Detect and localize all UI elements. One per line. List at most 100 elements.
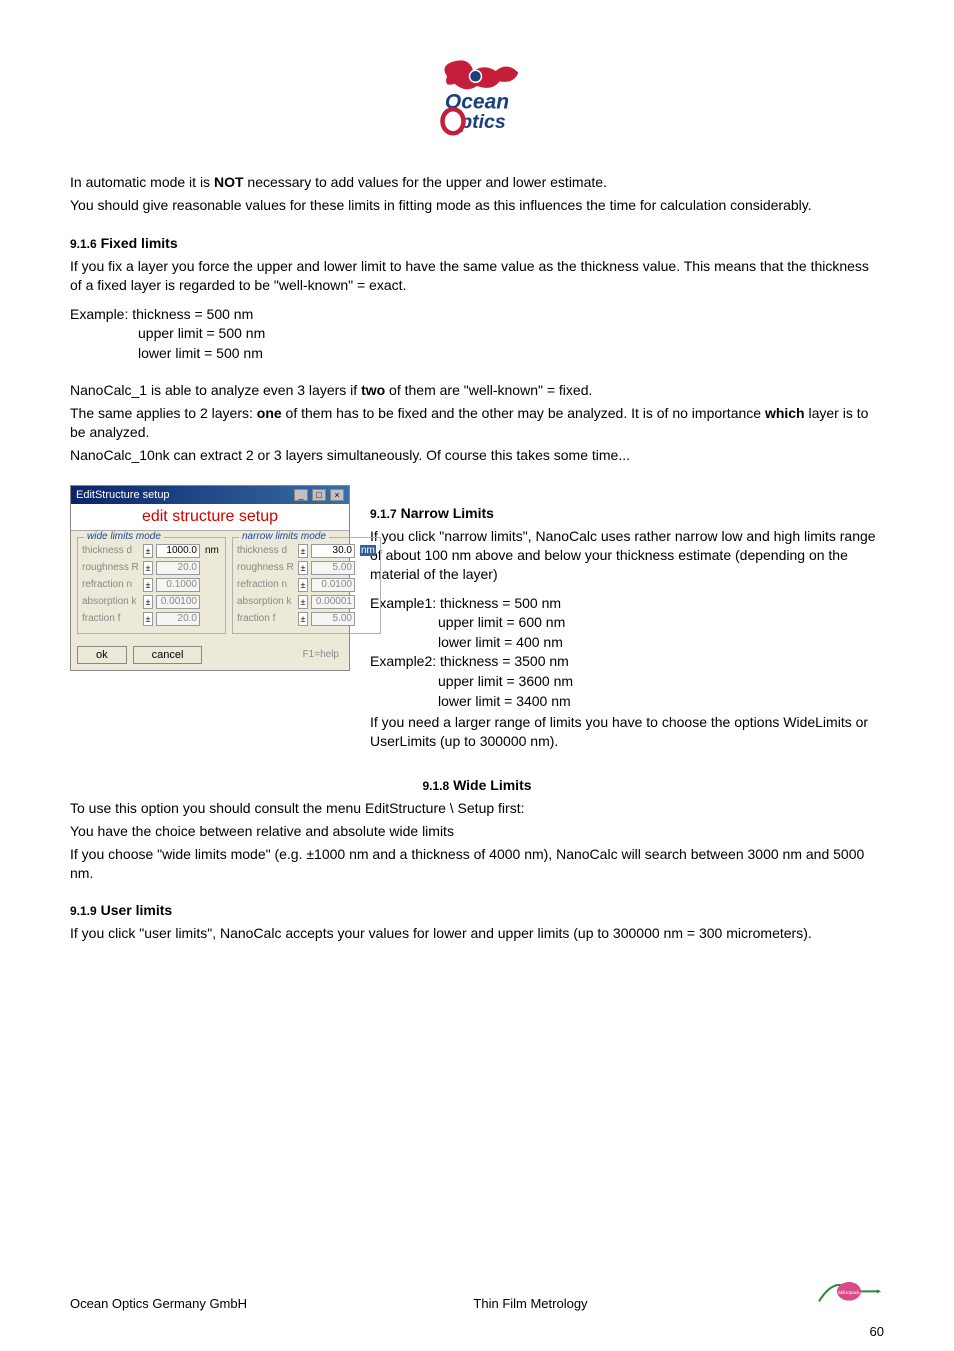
wide-absorption-row: absorption k ± 0.00100: [82, 595, 221, 609]
pm-icon: ±: [298, 612, 308, 626]
section-title: Fixed limits: [97, 235, 178, 251]
text-one: one: [257, 405, 282, 421]
wide-legend: wide limits mode: [84, 531, 164, 542]
refraction-input[interactable]: 0.1000: [156, 578, 200, 592]
ex1-l3: lower limit = 400 nm: [438, 633, 884, 653]
wide-roughness-row: roughness R ± 20.0: [82, 561, 221, 575]
pm-icon: ±: [298, 561, 308, 575]
narrow-examples: Example1: thickness = 500 nm upper limit…: [370, 594, 884, 712]
wide-thickness-row: thickness d ± 1000.0 nm: [82, 544, 221, 558]
dialog-title: EditStructure setup: [76, 489, 170, 501]
mikropack-logo: Mikropack: [814, 1268, 884, 1311]
narrow-limits-column: 9.1.7 Narrow Limits If you click "narrow…: [370, 485, 884, 755]
fixed-p2: NanoCalc_1 is able to analyze even 3 lay…: [70, 381, 884, 400]
footer-left: Ocean Optics Germany GmbH: [70, 1296, 247, 1311]
section-title: Narrow Limits: [397, 505, 494, 521]
narrow-absorption-row: absorption k ± 0.00001: [237, 595, 376, 609]
maximize-icon[interactable]: □: [312, 489, 326, 501]
thickness-input[interactable]: 30.0: [311, 544, 355, 558]
dialog-footer: ok cancel F1=help: [71, 640, 349, 670]
logo-ocean-optics: Ocean ptics: [70, 50, 884, 143]
ex2-l1: Example2: thickness = 3500 nm: [370, 652, 884, 672]
ocean-optics-logo-svg: Ocean ptics: [402, 50, 552, 140]
fixed-p1: If you fix a layer you force the upper a…: [70, 257, 884, 295]
dialog-header: edit structure setup: [71, 504, 349, 531]
section-title: User limits: [97, 902, 172, 918]
intro-line1: In automatic mode it is NOT necessary to…: [70, 173, 884, 192]
fraction-input[interactable]: 5.00: [311, 612, 355, 626]
section-num: 9.1.9: [70, 904, 97, 918]
wide-p1: To use this option you should consult th…: [70, 799, 884, 818]
absorption-input[interactable]: 0.00100: [156, 595, 200, 609]
pm-icon: ±: [143, 544, 153, 558]
text: In automatic mode it is: [70, 174, 214, 190]
label: roughness R: [82, 562, 140, 573]
close-icon[interactable]: ×: [330, 489, 344, 501]
two-column-layout: EditStructure setup _ □ × edit structure…: [70, 485, 884, 755]
dialog-titlebar[interactable]: EditStructure setup _ □ ×: [71, 486, 349, 504]
fixed-p3: The same applies to 2 layers: one of the…: [70, 404, 884, 442]
section-narrow-limits-head: 9.1.7 Narrow Limits: [370, 505, 884, 521]
thickness-input[interactable]: 1000.0: [156, 544, 200, 558]
narrow-thickness-row: thickness d ± 30.0 nm: [237, 544, 376, 558]
section-user-limits-head: 9.1.9 User limits: [70, 902, 884, 918]
intro-line2: You should give reasonable values for th…: [70, 196, 884, 215]
section-num: 9.1.6: [70, 237, 97, 251]
text-not: NOT: [214, 174, 244, 190]
label: thickness d: [237, 545, 295, 556]
fixed-p4: NanoCalc_10nk can extract 2 or 3 layers …: [70, 446, 884, 465]
label: fraction f: [237, 613, 295, 624]
ex1-l1: Example1: thickness = 500 nm: [370, 594, 884, 614]
narrow-refraction-row: refraction n ± 0.0100: [237, 578, 376, 592]
narrow-p1: If you click "narrow limits", NanoCalc u…: [370, 527, 884, 584]
minimize-icon[interactable]: _: [294, 489, 308, 501]
wide-refraction-row: refraction n ± 0.1000: [82, 578, 221, 592]
page-footer: Ocean Optics Germany GmbH Thin Film Metr…: [70, 1268, 884, 1311]
text: NanoCalc_1 is able to analyze even 3 lay…: [70, 382, 361, 398]
section-num: 9.1.8: [422, 779, 449, 793]
cancel-button[interactable]: cancel: [133, 646, 203, 664]
ex2-l3: lower limit = 3400 nm: [438, 692, 884, 712]
footer-center: Thin Film Metrology: [473, 1296, 587, 1311]
pm-icon: ±: [298, 544, 308, 558]
unit: nm: [360, 545, 376, 556]
label: absorption k: [82, 596, 140, 607]
ex-lower: lower limit = 500 nm: [138, 344, 884, 364]
section-num: 9.1.7: [370, 507, 397, 521]
ex-upper: upper limit = 500 nm: [138, 324, 884, 344]
label: refraction n: [82, 579, 140, 590]
absorption-input[interactable]: 0.00001: [311, 595, 355, 609]
fixed-example: Example: thickness = 500 nm upper limit …: [70, 305, 884, 364]
section-wide-limits-head: 9.1.8 Wide Limits: [70, 777, 884, 793]
text: of them are "well-known" = fixed.: [385, 382, 592, 398]
roughness-input[interactable]: 20.0: [156, 561, 200, 575]
user-p1: If you click "user limits", NanoCalc acc…: [70, 924, 884, 943]
roughness-input[interactable]: 5.00: [311, 561, 355, 575]
section-title: Wide Limits: [449, 777, 531, 793]
text: of them has to be fixed and the other ma…: [282, 405, 765, 421]
unit: nm: [205, 545, 221, 556]
wide-p2: You have the choice between relative and…: [70, 822, 884, 841]
svg-text:Mikropack: Mikropack: [838, 1290, 860, 1295]
titlebar-buttons: _ □ ×: [293, 489, 344, 501]
svg-text:ptics: ptics: [459, 111, 506, 133]
pm-icon: ±: [143, 595, 153, 609]
section-wide-limits: 9.1.8 Wide Limits To use this option you…: [70, 777, 884, 883]
refraction-input[interactable]: 0.0100: [311, 578, 355, 592]
text: The same applies to 2 layers:: [70, 405, 257, 421]
narrow-fraction-row: fraction f ± 5.00: [237, 612, 376, 626]
label: thickness d: [82, 545, 140, 556]
help-hint: F1=help: [303, 649, 343, 660]
pm-icon: ±: [143, 578, 153, 592]
label: fraction f: [82, 613, 140, 624]
text-which: which: [765, 405, 805, 421]
fraction-input[interactable]: 20.0: [156, 612, 200, 626]
wide-p3: If you choose "wide limits mode" (e.g. ±…: [70, 845, 884, 883]
wide-limits-fieldset: wide limits mode thickness d ± 1000.0 nm…: [77, 537, 226, 634]
edit-structure-dialog: EditStructure setup _ □ × edit structure…: [70, 485, 350, 671]
intro-paragraph: In automatic mode it is NOT necessary to…: [70, 173, 884, 215]
narrow-legend: narrow limits mode: [239, 531, 329, 542]
ok-button[interactable]: ok: [77, 646, 127, 664]
dialog-body: wide limits mode thickness d ± 1000.0 nm…: [71, 531, 349, 640]
wide-fraction-row: fraction f ± 20.0: [82, 612, 221, 626]
